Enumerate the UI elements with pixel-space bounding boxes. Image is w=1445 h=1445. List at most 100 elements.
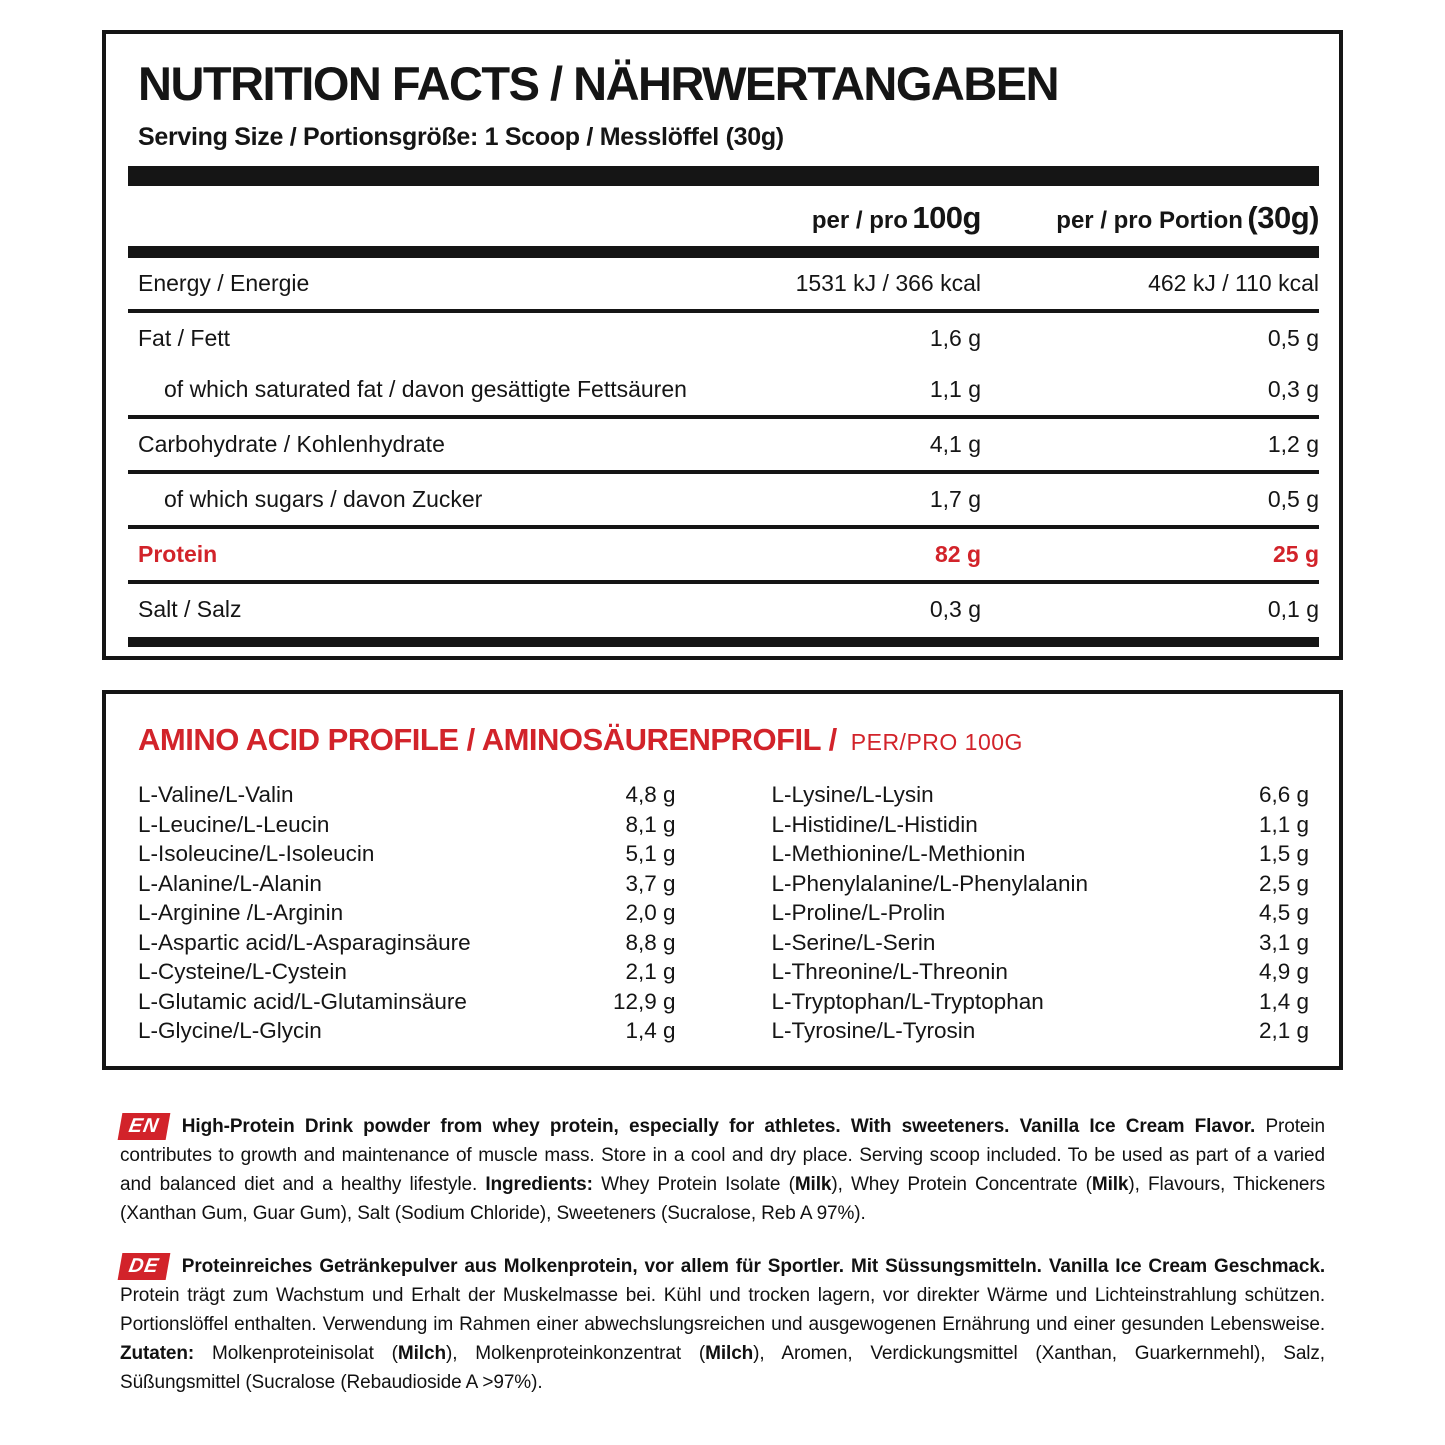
- column-header-per-100g-value: 100g: [912, 200, 981, 235]
- info-text-segment: Protein contributes to growth and mainte…: [120, 1116, 1325, 1195]
- amino-name: L-Phenylalanine/L-Phenylalanin: [771, 870, 1088, 896]
- value-per-portion: 0,3 g: [1267, 376, 1319, 402]
- row-divider: [128, 309, 1319, 313]
- info-section-en: EN High-Protein Drink powder from whey pr…: [102, 1112, 1343, 1228]
- nutrition-row-protein: Protein 82 g 25 g: [128, 529, 1319, 580]
- amino-row: L-Arginine /L-Arginin 2,0 g: [138, 898, 676, 928]
- amino-value: 1,4 g: [625, 1018, 676, 1043]
- value-per-100g: 0,3 g: [929, 596, 981, 622]
- value-per-portion: 0,1 g: [1267, 596, 1319, 622]
- language-badge-de: DE: [117, 1253, 171, 1280]
- row-divider: [128, 525, 1319, 529]
- info-text-segment: Zutaten:: [120, 1343, 212, 1364]
- amino-value: 12,9 g: [612, 988, 676, 1014]
- amino-value: 1,5 g: [1258, 841, 1309, 866]
- amino-row: L-Isoleucine/L-Isoleucin 5,1 g: [138, 839, 676, 869]
- language-badge-en: EN: [117, 1113, 171, 1140]
- amino-name: L-Cysteine/L-Cystein: [138, 959, 347, 984]
- amino-value: 8,8 g: [625, 929, 676, 955]
- divider-bar-top: [128, 166, 1319, 186]
- amino-name: L-Threonine/L-Threonin: [771, 959, 1008, 984]
- info-text-segment: Molkenproteinisolat (: [212, 1343, 398, 1364]
- amino-row: L-Aspartic acid/L-Asparaginsäure 8,8 g: [138, 928, 676, 958]
- nutrition-facts-title: NUTRITION FACTS / NÄHRWERTANGABEN: [138, 57, 1060, 110]
- row-label: Carbohydrate / Kohlenhydrate: [138, 431, 445, 457]
- amino-row: L-Lysine/L-Lysin 6,6 g: [772, 780, 1310, 810]
- row-label: Protein: [138, 541, 218, 567]
- row-divider: [128, 580, 1319, 584]
- amino-row: L-Phenylalanine/L-Phenylalanin 2,5 g: [772, 869, 1310, 899]
- amino-name: L-Glutamic acid/L-Glutaminsäure: [138, 988, 467, 1014]
- amino-value: 2,5 g: [1258, 870, 1309, 896]
- value-per-100g: 1,6 g: [929, 325, 981, 351]
- amino-row: L-Tryptophan/L-Tryptophan 1,4 g: [772, 987, 1310, 1017]
- amino-value: 4,8 g: [625, 782, 676, 807]
- amino-row: L-Glutamic acid/L-Glutaminsäure 12,9 g: [138, 987, 676, 1017]
- amino-value: 6,6 g: [1258, 782, 1309, 807]
- info-text-segment: ), Aromen, Verdickungsmittel (Xanthan, G…: [120, 1343, 1325, 1393]
- column-header-per-portion-value: (30g): [1247, 200, 1319, 235]
- amino-acid-title: AMINO ACID PROFILE / AMINOSÄURENPROFIL /: [138, 722, 837, 757]
- amino-name: L-Histidine/L-Histidin: [771, 811, 978, 837]
- info-text-segment: ), Molkenproteinkonzentrat (: [445, 1343, 706, 1364]
- amino-value: 4,5 g: [1258, 900, 1309, 925]
- amino-name: L-Aspartic acid/L-Asparaginsäure: [138, 929, 471, 955]
- amino-row: L-Serine/L-Serin 3,1 g: [772, 928, 1310, 958]
- info-text-segment: Whey Protein Isolate (: [601, 1174, 795, 1195]
- value-per-portion: 0,5 g: [1267, 486, 1319, 512]
- amino-row: L-Alanine/L-Alanin 3,7 g: [138, 869, 676, 899]
- info-text-segment: High-Protein Drink powder from whey prot…: [181, 1116, 1266, 1137]
- amino-value: 3,7 g: [625, 870, 676, 896]
- nutrition-facts-panel: NUTRITION FACTS / NÄHRWERTANGABEN Servin…: [102, 30, 1343, 660]
- amino-row: L-Glycine/L-Glycin 1,4 g: [138, 1016, 676, 1046]
- value-per-100g: 82 g: [934, 541, 981, 567]
- amino-row: L-Tyrosine/L-Tyrosin 2,1 g: [772, 1016, 1310, 1046]
- info-text-segment: Protein trägt zum Wachstum und Erhalt de…: [120, 1285, 1325, 1335]
- amino-value: 1,4 g: [1258, 988, 1309, 1014]
- amino-name: L-Glycine/L-Glycin: [138, 1018, 322, 1043]
- amino-row: L-Valine/L-Valin 4,8 g: [138, 780, 676, 810]
- info-section-de: DE Proteinreiches Getränkepulver aus Molk…: [102, 1252, 1343, 1397]
- nutrition-row-energy: Energy / Energie 1531 kJ / 366 kcal 462 …: [128, 258, 1319, 309]
- info-text-segment: Milk: [1091, 1174, 1129, 1195]
- row-label: Salt / Salz: [138, 596, 242, 622]
- amino-value: 3,1 g: [1258, 929, 1309, 955]
- amino-name: L-Lysine/L-Lysin: [771, 782, 934, 807]
- row-label: of which sugars / davon Zucker: [164, 486, 483, 512]
- amino-row: L-Proline/L-Prolin 4,5 g: [772, 898, 1310, 928]
- row-divider: [128, 415, 1319, 419]
- column-header-per-portion-label: per / pro Portion: [1056, 207, 1243, 234]
- amino-name: L-Tryptophan/L-Tryptophan: [771, 988, 1044, 1014]
- amino-row: L-Cysteine/L-Cystein 2,1 g: [138, 957, 676, 987]
- amino-row: L-Methionine/L-Methionin 1,5 g: [772, 839, 1310, 869]
- value-per-100g: 1,7 g: [929, 486, 981, 512]
- amino-acid-panel: AMINO ACID PROFILE / AMINOSÄURENPROFIL /…: [102, 690, 1343, 1070]
- amino-acid-subtitle: PER/PRO 100G: [850, 729, 1023, 755]
- row-divider: [128, 470, 1319, 474]
- amino-value: 8,1 g: [625, 811, 676, 837]
- column-header-per-portion: per / pro Portion (30g): [981, 200, 1319, 236]
- info-text-segment: ), Whey Protein Concentrate (: [831, 1174, 1092, 1195]
- amino-value: 5,1 g: [625, 841, 676, 866]
- amino-value: 4,9 g: [1258, 959, 1309, 984]
- amino-name: L-Isoleucine/L-Isoleucin: [138, 841, 375, 866]
- amino-name: L-Tyrosine/L-Tyrosin: [771, 1018, 976, 1043]
- column-header-per-100g: per / pro 100g: [701, 200, 982, 236]
- amino-value: 1,1 g: [1258, 811, 1309, 837]
- info-text-segment: Milch: [397, 1343, 446, 1364]
- amino-name: L-Serine/L-Serin: [771, 929, 936, 955]
- serving-size-line: Serving Size / Portionsgröße: 1 Scoop / …: [138, 123, 784, 151]
- amino-acid-columns: L-Valine/L-Valin 4,8 g L-Leucine/L-Leucin…: [138, 780, 1309, 1046]
- amino-name: L-Leucine/L-Leucin: [138, 811, 330, 837]
- nutrition-row-saturated-fat: of which saturated fat / davon gesättigt…: [128, 364, 1319, 415]
- row-label: of which saturated fat / davon gesättigt…: [164, 376, 687, 402]
- value-per-100g: 1,1 g: [929, 376, 981, 402]
- value-per-portion: 25 g: [1272, 541, 1319, 567]
- amino-acid-header: AMINO ACID PROFILE / AMINOSÄURENPROFIL /…: [138, 722, 1309, 758]
- nutrition-row-sugars: of which sugars / davon Zucker 1,7 g 0,5…: [128, 474, 1319, 525]
- row-label: Energy / Energie: [138, 270, 310, 296]
- value-per-portion: 0,5 g: [1267, 325, 1319, 351]
- nutrition-row-salt: Salt / Salz 0,3 g 0,1 g: [128, 584, 1319, 635]
- amino-value: 2,1 g: [625, 959, 676, 984]
- value-per-100g: 1531 kJ / 366 kcal: [795, 270, 981, 296]
